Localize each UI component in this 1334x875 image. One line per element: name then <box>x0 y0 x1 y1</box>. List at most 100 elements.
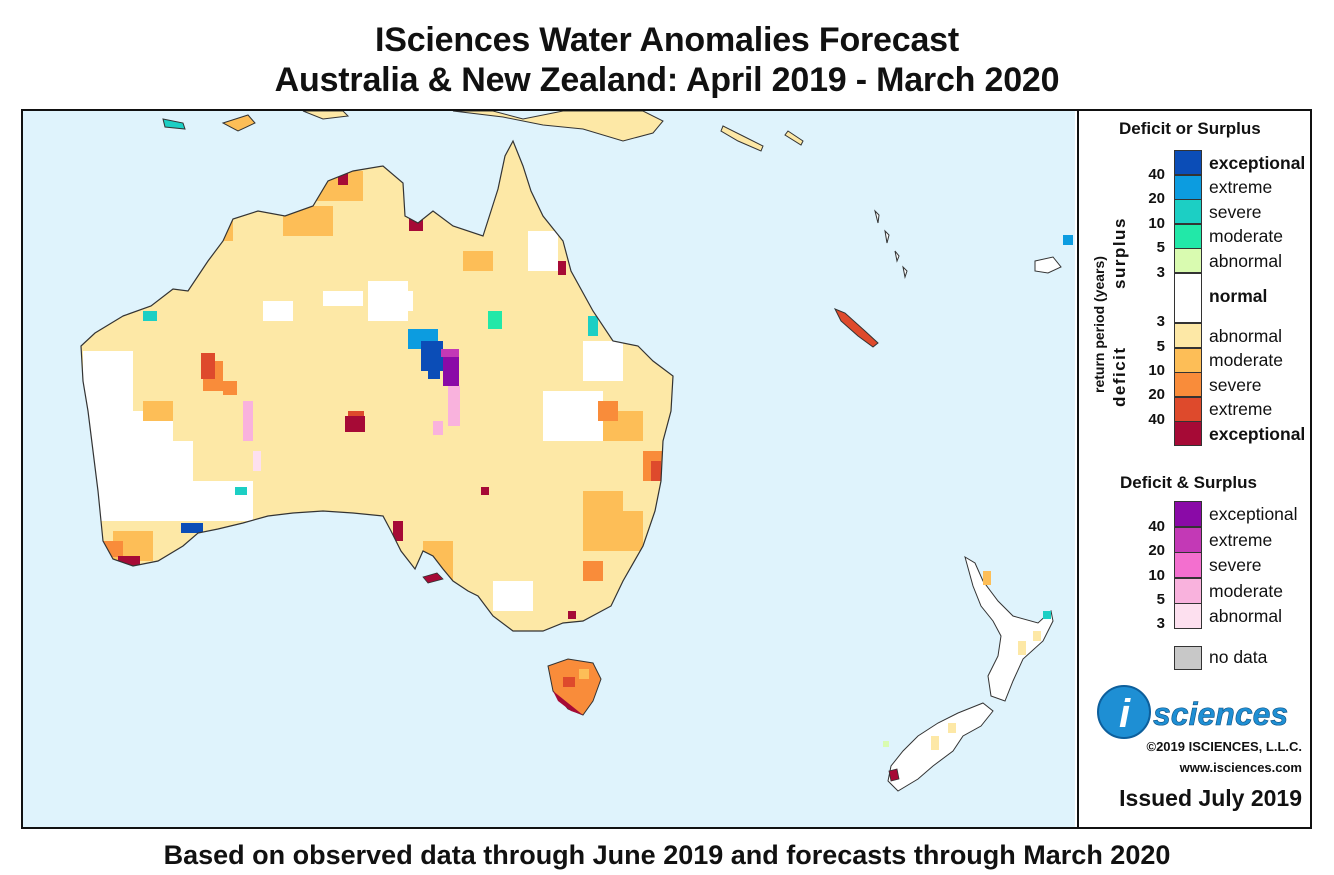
anomaly-cell-exceptional-deficit <box>481 487 489 495</box>
anomaly-cell-moderate-deficit <box>143 401 173 421</box>
map-area[interactable] <box>23 111 1075 827</box>
legend-surplus-number-5: 5 <box>1156 239 1165 256</box>
legend-both-label-moderate: moderate <box>1209 580 1283 601</box>
legend-swatch-normal <box>1174 273 1202 323</box>
anomaly-cell-normal <box>323 291 363 306</box>
legend-surplus-number-20: 20 <box>1148 190 1165 207</box>
anomaly-cell-exceptional-deficit <box>558 261 566 275</box>
legend-deficit-label: deficit <box>1110 346 1129 407</box>
legend-deficit-number-5: 5 <box>1156 338 1165 355</box>
anomaly-cell-severe-surplus <box>143 311 157 321</box>
logo-letter: i <box>1119 692 1131 736</box>
legend-title-deficit-or-surplus: Deficit or Surplus <box>1119 119 1261 138</box>
anomaly-cell-moderate-deficit <box>283 206 333 236</box>
legend-deficit-label-exceptional: exceptional <box>1209 423 1306 444</box>
legend-deficit-swatch-abnormal <box>1174 323 1202 348</box>
anomaly-cell-exceptional-deficit <box>393 521 403 541</box>
legend-deficit-number-10: 10 <box>1148 362 1165 379</box>
legend-deficit-label-moderate: moderate <box>1209 350 1283 370</box>
map-svg <box>80 111 1073 792</box>
legend-label-normal: normal <box>1209 286 1268 306</box>
legend-deficit-swatch-moderate <box>1174 347 1202 373</box>
anomaly-cell-severe-surplus <box>588 316 598 336</box>
anomaly-cell-moderate-surplus <box>488 311 502 329</box>
legend-both-label-exceptional: exceptional <box>1209 504 1298 524</box>
legend-surplus-label-abnormal: abnormal <box>1209 250 1282 271</box>
legend-title-deficit-and-surplus: Deficit & Surplus <box>1120 473 1257 492</box>
legend-both-swatch-severe <box>1174 552 1202 578</box>
anomaly-cell-extreme-deficit <box>651 461 661 481</box>
legend-both-number-5: 5 <box>1156 591 1165 608</box>
map-title-line1: ISciences Water Anomalies Forecast <box>374 21 960 59</box>
anomaly-cell-exceptional-surplus <box>428 361 440 379</box>
legend-deficit-number-40: 40 <box>1148 411 1165 428</box>
anomaly-cell-normal <box>493 581 533 611</box>
website-text: www.isciences.com <box>1179 760 1302 775</box>
anomaly-cell-extreme-both <box>441 349 459 357</box>
anomaly-cell-severe-deficit <box>598 401 618 421</box>
anomaly-cell-moderate-both <box>243 401 253 441</box>
legend-deficit-swatch-extreme <box>1174 396 1202 422</box>
legend-surplus-label-severe: severe <box>1209 201 1262 222</box>
legend-deficit-number-20: 20 <box>1148 386 1165 403</box>
anomaly-cell-extreme-deficit <box>201 353 215 379</box>
legend-both-label-abnormal: abnormal <box>1209 606 1282 626</box>
anomaly-cell-normal <box>543 391 603 441</box>
legend-both-number-40: 40 <box>1148 518 1165 535</box>
legend-deficit-label-extreme: extreme <box>1209 399 1273 419</box>
legend-both-swatch-exceptional <box>1174 501 1202 527</box>
legend-return-period-label: return period (years) <box>1091 256 1107 393</box>
legend-both-label-extreme: extreme <box>1209 529 1273 550</box>
legend-deficit-swatch-exceptional <box>1174 421 1202 446</box>
legend-surplus-swatch-exceptional <box>1174 150 1202 175</box>
isciences-logo-mark: i sciences <box>1097 685 1289 739</box>
map-legend: Deficit or Surplus return period (years)… <box>1077 111 1310 827</box>
anomaly-cell-severe-deficit <box>103 541 123 557</box>
anomaly-cell-severe-deficit <box>223 381 237 395</box>
copyright-text: ©2019 ISCIENCES, L.L.C. <box>1146 739 1302 754</box>
anomaly-cell-exceptional-surplus <box>181 523 203 533</box>
legend-surplus-number-10: 10 <box>1148 215 1165 232</box>
logo-word: sciences <box>1153 696 1288 732</box>
legend-surplus-swatch-severe <box>1174 199 1202 224</box>
anomaly-cell-normal <box>583 341 623 381</box>
legend-surplus-label-moderate: moderate <box>1209 226 1283 246</box>
legend-deficit-label-severe: severe <box>1209 374 1262 395</box>
isciences-logo: i sciences <box>1097 685 1309 748</box>
map-title-line2: Australia & New Zealand: April 2019 - Ma… <box>274 61 1060 99</box>
legend-deficit-label-abnormal: abnormal <box>1209 325 1282 346</box>
anomaly-cell-moderate-deficit <box>313 171 363 201</box>
anomaly-cell-exceptional-deficit <box>568 611 576 619</box>
anomaly-cell-exceptional-deficit <box>345 416 365 432</box>
anomaly-cell-severe-surplus <box>235 487 247 495</box>
anomaly-cell-normal <box>383 291 413 311</box>
legend-both-label-severe: severe <box>1209 555 1262 575</box>
legend-both-number-10: 10 <box>1148 567 1165 584</box>
legend-both-number-20: 20 <box>1148 542 1165 559</box>
map-frame <box>21 109 1312 829</box>
legend-label-no-data: no data <box>1209 647 1268 667</box>
legend-surplus-label: surplus <box>1110 217 1129 289</box>
legend-both-swatch-abnormal <box>1174 603 1202 629</box>
legend-surplus-swatch-moderate <box>1174 223 1202 249</box>
issued-date: Issued July 2019 <box>1119 785 1302 811</box>
legend-deficit-number-3: 3 <box>1156 313 1165 330</box>
anomaly-cell-moderate-deficit <box>613 511 643 551</box>
legend-both-swatch-extreme <box>1174 526 1202 553</box>
legend-surplus-label-extreme: extreme <box>1209 177 1273 197</box>
legend-both-swatch-moderate <box>1174 577 1202 604</box>
anomaly-cell-moderate-deficit <box>213 171 273 211</box>
anomaly-cell-abnormal-both <box>253 451 261 471</box>
legend-deficit-swatch-severe <box>1174 372 1202 397</box>
legend-surplus-number-3: 3 <box>1156 264 1165 281</box>
anomaly-cell-normal <box>263 301 293 321</box>
footer-caption: Based on observed data through June 2019… <box>163 840 1171 870</box>
anomaly-cell-exceptional-both <box>443 356 459 386</box>
anomaly-cell-severe-deficit <box>583 561 603 581</box>
legend-swatch-no-data <box>1174 646 1202 670</box>
anomaly-cell-moderate-deficit <box>463 251 493 271</box>
anomaly-cell-normal <box>528 231 558 271</box>
legend-surplus-swatch-abnormal <box>1174 248 1202 273</box>
anomaly-cell-exceptional-deficit <box>338 171 348 185</box>
legend-surplus-label-exceptional: exceptional <box>1209 152 1306 173</box>
